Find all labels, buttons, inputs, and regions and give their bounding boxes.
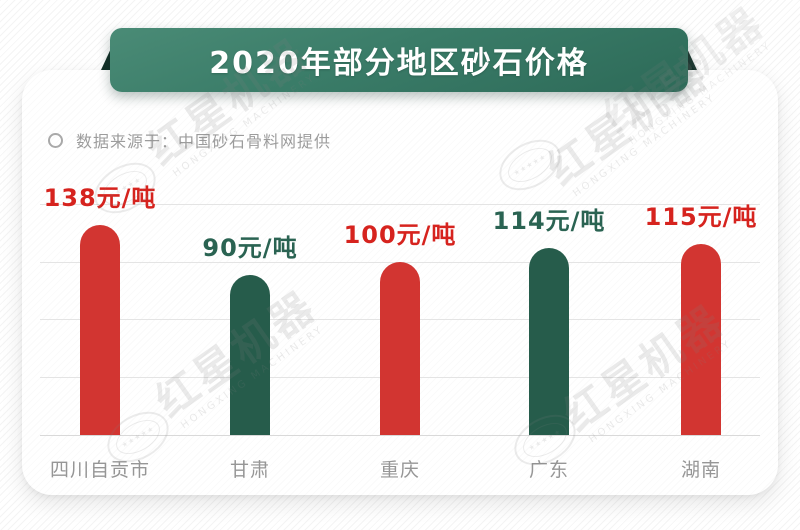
chart-card: 数据来源于：中国砂石骨料网提供 138元/吨 90元/吨 100元/吨 114元… (22, 70, 778, 495)
bar-chart: 138元/吨 90元/吨 100元/吨 114元/吨 115元/吨 四川自贡市 … (22, 70, 778, 495)
bar-gansu (230, 275, 270, 435)
bar-guangdong (529, 248, 569, 435)
category-label-guangdong: 广东 (528, 459, 569, 481)
page-title: 2020年部分地区砂石价格 (209, 46, 589, 81)
circle-bullet-icon (48, 132, 63, 148)
banner-ribbon: 2020年部分地区砂石价格 (110, 28, 688, 92)
category-label-gansu: 甘肃 (229, 459, 270, 481)
data-source-label: 数据来源于：中国砂石骨料网提供 (76, 132, 332, 151)
value-label-hunan: 115元/吨 (644, 203, 758, 231)
data-source-note: 数据来源于：中国砂石骨料网提供 (48, 128, 331, 152)
category-label-sichuan-zigong: 四川自贡市 (49, 459, 150, 481)
bar-chongqing (380, 262, 420, 435)
bar-sichuan-zigong (80, 225, 120, 435)
baseline-gridline (40, 435, 760, 436)
value-label-gansu: 90元/吨 (202, 234, 298, 262)
value-label-chongqing: 100元/吨 (343, 221, 457, 249)
category-label-chongqing: 重庆 (379, 459, 420, 481)
value-label-guangdong: 114元/吨 (492, 207, 606, 235)
bar-hunan (681, 244, 721, 435)
value-label-sichuan-zigong: 138元/吨 (43, 184, 157, 212)
gridline (40, 204, 760, 205)
category-label-hunan: 湖南 (680, 459, 721, 481)
